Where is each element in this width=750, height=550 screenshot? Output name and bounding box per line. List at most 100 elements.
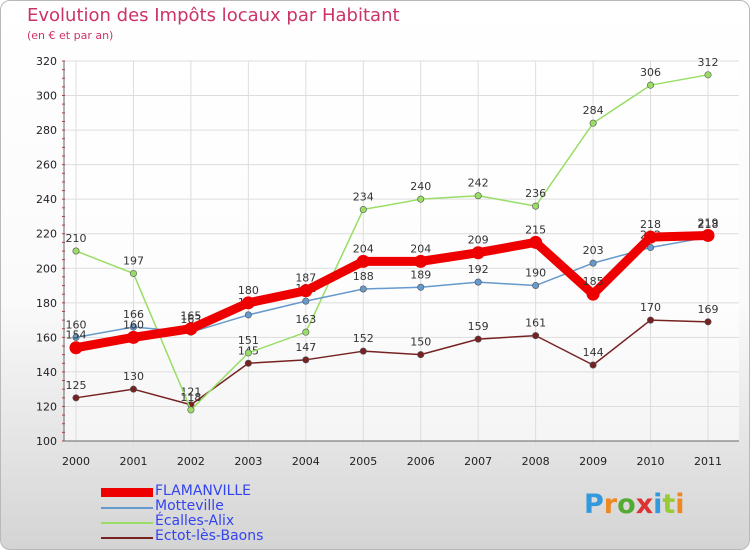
- y-tick-label: 180: [36, 297, 57, 310]
- data-point: [241, 296, 255, 310]
- x-tick-label: 2009: [579, 455, 607, 468]
- data-label: 150: [410, 336, 431, 349]
- data-label: 160: [123, 318, 144, 331]
- data-label: 234: [353, 191, 374, 204]
- x-tick-label: 2001: [119, 455, 147, 468]
- data-label: 144: [583, 346, 604, 359]
- chart-title: Evolution des Impôts locaux par Habitant: [27, 5, 400, 26]
- data-label: 118: [180, 391, 201, 404]
- data-label: 210: [66, 232, 87, 245]
- data-point: [244, 311, 252, 319]
- data-point: [532, 332, 540, 340]
- data-label: 147: [295, 341, 316, 354]
- data-point: [474, 335, 482, 343]
- x-tick-label: 2011: [694, 455, 722, 468]
- legend-swatch: [101, 507, 153, 509]
- legend-swatch: [101, 522, 153, 524]
- data-point: [704, 71, 712, 79]
- data-label: 170: [640, 301, 661, 314]
- data-label: 180: [238, 284, 259, 297]
- data-label: 204: [353, 242, 374, 255]
- data-point: [244, 359, 252, 367]
- data-point: [299, 284, 313, 298]
- legend-label: Ectot-lès-Baons: [155, 528, 264, 544]
- data-point: [302, 328, 310, 336]
- data-label: 189: [410, 268, 431, 281]
- x-tick-label: 2007: [464, 455, 492, 468]
- data-point: [359, 347, 367, 355]
- data-point: [359, 285, 367, 293]
- data-point: [302, 297, 310, 305]
- data-label: 218: [640, 218, 661, 231]
- x-tick-label: 2008: [522, 455, 550, 468]
- data-point: [647, 316, 655, 324]
- data-point: [417, 283, 425, 291]
- y-tick-label: 160: [36, 331, 57, 344]
- data-label: 125: [66, 379, 87, 392]
- data-point: [356, 254, 370, 268]
- data-point: [589, 361, 597, 369]
- data-label: 161: [525, 317, 546, 330]
- y-tick-label: 140: [36, 366, 57, 379]
- data-label: 169: [698, 303, 719, 316]
- chart-subtitle: (en € et par an): [27, 29, 114, 42]
- data-point: [244, 349, 252, 357]
- data-point: [532, 202, 540, 210]
- data-point: [647, 81, 655, 89]
- data-point: [471, 246, 485, 260]
- proxiti-logo: Proxiti: [584, 489, 685, 520]
- data-label: 236: [525, 187, 546, 200]
- data-point: [417, 351, 425, 359]
- y-tick-label: 220: [36, 228, 57, 241]
- data-point: [417, 195, 425, 203]
- data-point: [72, 333, 80, 341]
- y-tick-label: 100: [36, 435, 57, 448]
- data-label: 197: [123, 254, 144, 267]
- data-label: 159: [468, 320, 489, 333]
- y-tick-label: 300: [36, 90, 57, 103]
- data-point: [532, 282, 540, 290]
- data-label: 185: [583, 275, 604, 288]
- x-tick-label: 2002: [177, 455, 205, 468]
- data-label: 163: [295, 313, 316, 326]
- data-point: [647, 244, 655, 252]
- x-tick-label: 2005: [349, 455, 377, 468]
- data-label: 151: [238, 334, 259, 347]
- data-point: [126, 330, 140, 344]
- data-label: 130: [123, 370, 144, 383]
- data-label: 242: [468, 177, 489, 190]
- legend-label: FLAMANVILLE: [155, 483, 252, 499]
- data-label: 160: [66, 318, 87, 331]
- data-label: 188: [353, 270, 374, 283]
- legend-swatch: [101, 488, 153, 497]
- y-tick-label: 200: [36, 262, 57, 275]
- data-point: [129, 385, 137, 393]
- x-tick-label: 2000: [62, 455, 90, 468]
- data-label: 209: [468, 234, 489, 247]
- data-label: 218: [698, 218, 719, 231]
- data-point: [644, 230, 658, 244]
- legend-label: Écalles-Alix: [155, 513, 235, 529]
- legend-swatch: [101, 537, 153, 539]
- x-tick-label: 2003: [234, 455, 262, 468]
- data-point: [529, 235, 543, 249]
- data-label: 240: [410, 180, 431, 193]
- series-line-Ectot-lès-Baons: [75, 319, 709, 406]
- y-tick-label: 280: [36, 124, 57, 137]
- data-label: 152: [353, 332, 374, 345]
- data-label: 187: [295, 272, 316, 285]
- data-point: [129, 323, 137, 331]
- data-label: 284: [583, 104, 604, 117]
- plot-area: [64, 61, 739, 441]
- data-label: 203: [583, 244, 604, 257]
- data-point: [414, 254, 428, 268]
- data-point: [359, 206, 367, 214]
- data-label: 165: [180, 310, 201, 323]
- data-point: [129, 269, 137, 277]
- data-point: [589, 259, 597, 267]
- y-tick-label: 260: [36, 159, 57, 172]
- data-point: [69, 341, 83, 355]
- data-label: 312: [698, 56, 719, 69]
